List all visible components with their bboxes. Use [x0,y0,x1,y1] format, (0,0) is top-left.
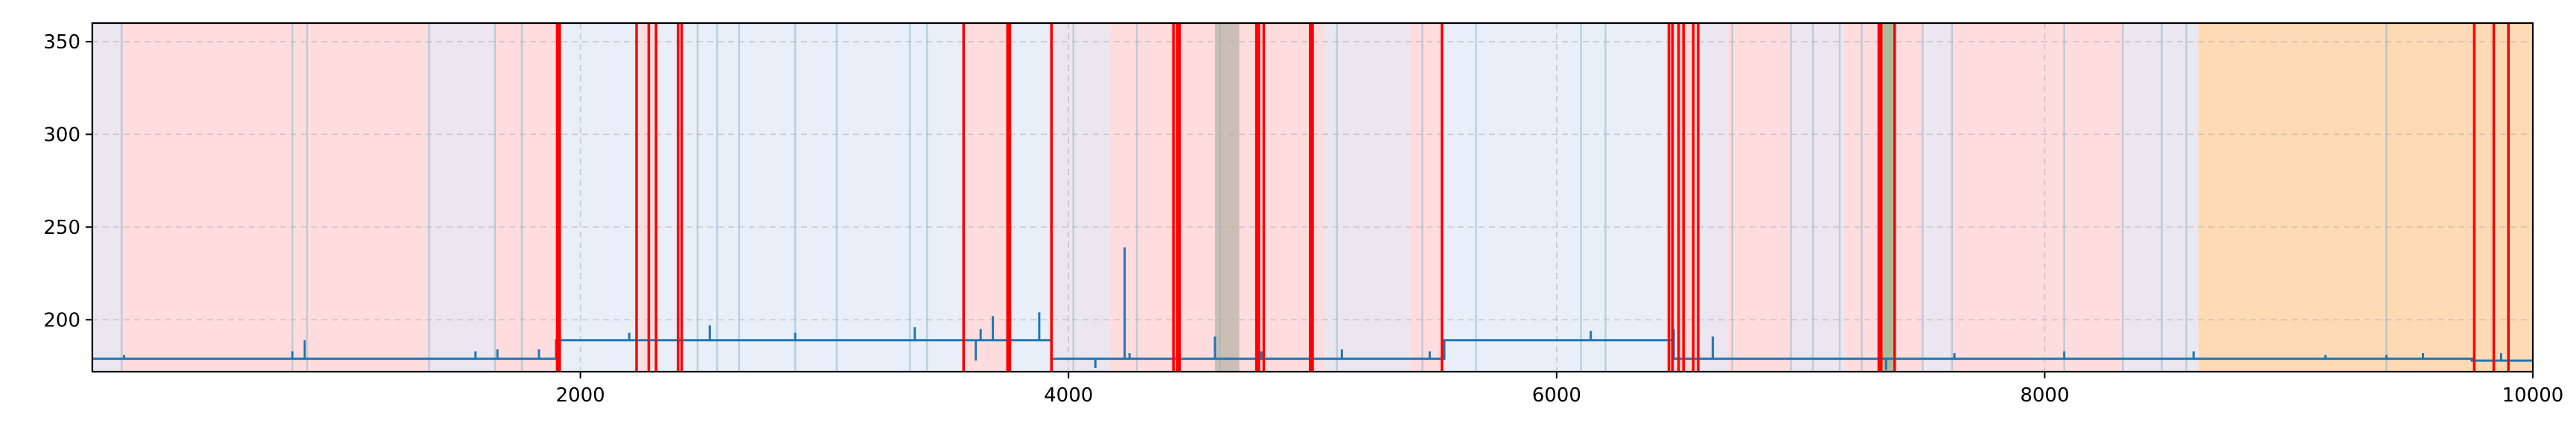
region-purple-20 [1791,23,1845,372]
region-purple-2 [429,23,495,372]
axes: 2000 4000 6000 8000 10000 200 250 300 350 [43,22,2564,407]
region-red-25 [1951,23,2123,372]
anomaly-lines [555,23,2510,372]
x-tick-label-4: 10000 [2502,384,2564,407]
highlighted-regions [92,23,2533,372]
region-orange-27 [2198,23,2533,372]
y-tick-label-0: 200 [43,309,80,331]
region-purple-0 [92,23,122,372]
y-tick-label-1: 250 [43,217,80,239]
region-red-3 [494,23,559,372]
region-red-1 [121,23,430,372]
x-tick-label-2: 6000 [1532,384,1581,407]
x-tick-label-1: 4000 [1044,384,1093,407]
region-purple-9 [1048,23,1110,372]
region-red-11 [1176,23,1215,372]
region-red-19 [1727,23,1791,372]
plot-frame [91,22,2534,373]
region-purple-24 [1922,23,1952,372]
region-red-23 [1893,23,1923,372]
region-purple-18 [1697,23,1728,372]
region-blue-6 [658,23,964,372]
x-tick-label-3: 8000 [2020,384,2069,407]
region-red-7 [963,23,1010,372]
region-blue-16 [1444,23,1667,372]
region-blue-8 [1010,23,1049,372]
y-tick-label-2: 300 [43,124,80,146]
region-purple-14 [1324,23,1411,372]
y-tick-label-3: 350 [43,31,80,54]
region-blue-4 [558,23,640,372]
region-red-10 [1109,23,1176,372]
region-red-15 [1410,23,1445,372]
x-tick-label-0: 2000 [556,384,605,407]
